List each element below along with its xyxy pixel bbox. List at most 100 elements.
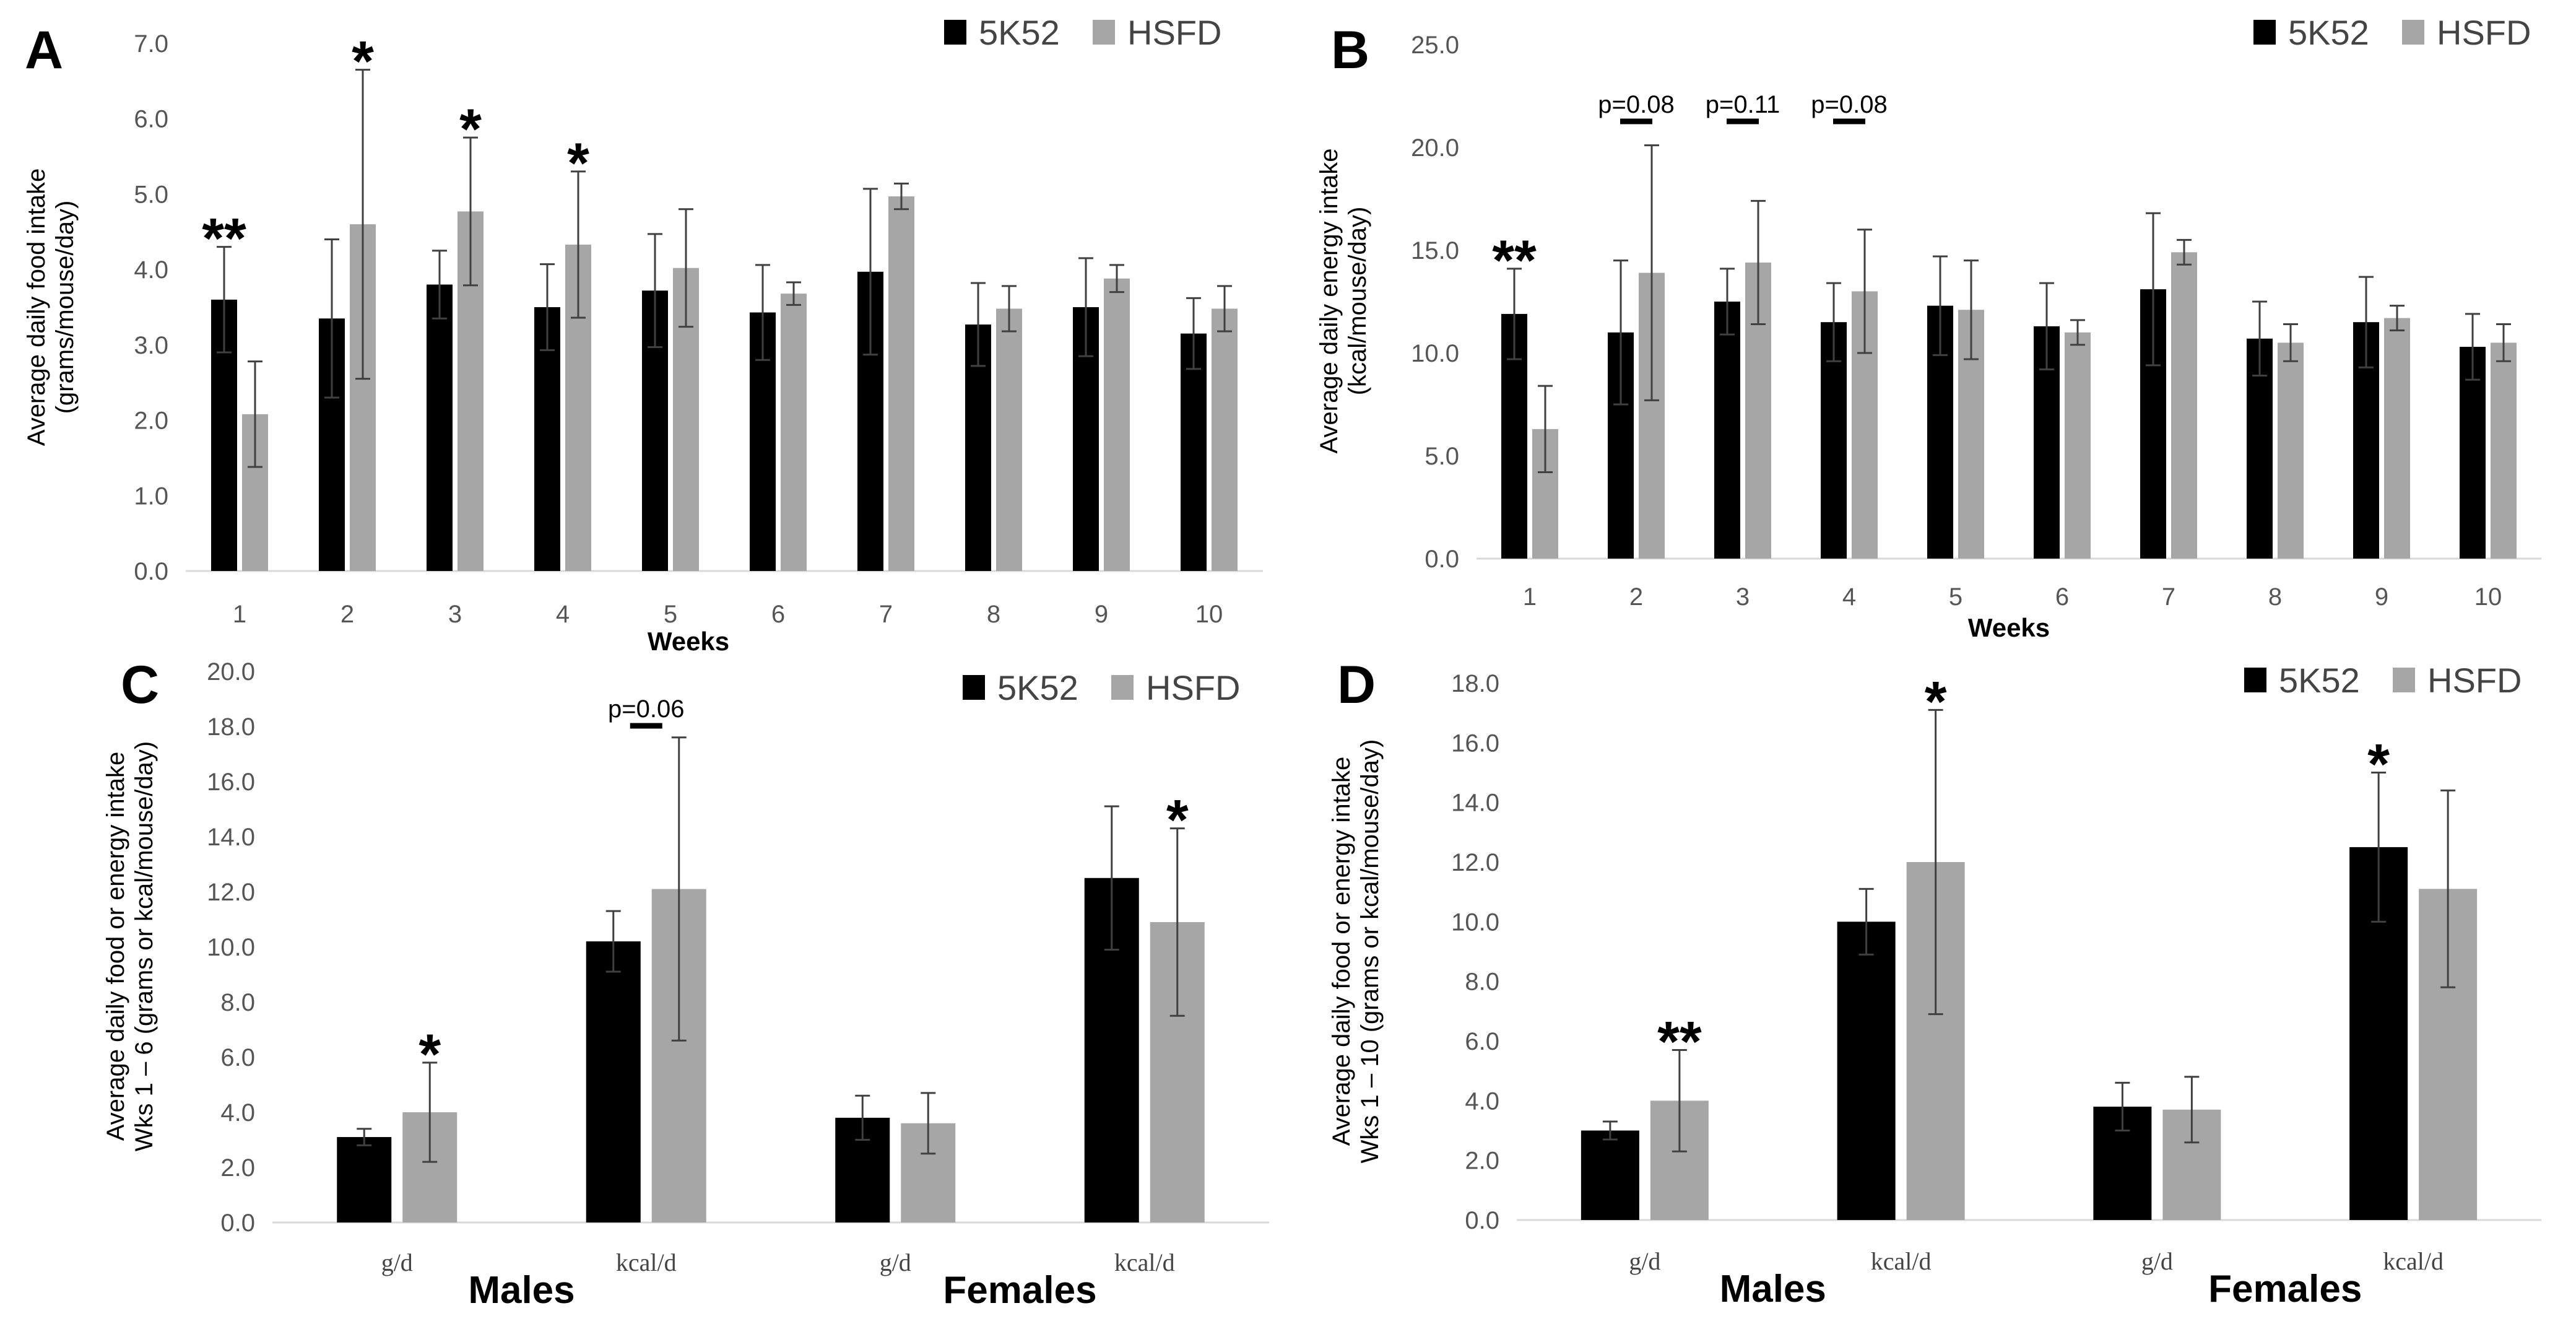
error-bar (2496, 323, 2511, 362)
bar-hsfd (1104, 278, 1130, 571)
error-bar (2070, 319, 2085, 346)
error-bar (1169, 827, 1185, 1017)
y-tick-label: 14.0 (1451, 790, 1499, 817)
legend: 5K52 HSFD (2253, 13, 2531, 52)
group-label: Females (943, 1269, 1096, 1312)
bar-5k52 (337, 1137, 392, 1222)
x-tick-label: 6 (771, 601, 785, 628)
y-tick-label: 25.0 (1411, 32, 1459, 59)
bar-hsfd (2171, 252, 2197, 559)
significance-star: ** (1492, 229, 1537, 292)
x-tick-label: 9 (1095, 601, 1108, 628)
bar-hsfd (996, 308, 1022, 571)
y-axis-label: Average daily food or energy intakeWks 1… (1328, 739, 1384, 1164)
y-axis-label: Average daily energy intake(kcal/mouse/d… (1316, 149, 1371, 454)
x-tick-label: g/d (2141, 1247, 2173, 1275)
error-bar (855, 1094, 870, 1141)
error-bar (357, 1128, 372, 1146)
panel-letter: C (121, 655, 159, 715)
significance-star: * (1925, 670, 1947, 733)
error-bar (422, 1061, 438, 1163)
panel-letter: B (1331, 20, 1369, 80)
panel-letter: A (25, 20, 63, 80)
error-bar (1644, 144, 1659, 401)
y-axis-label-line: Average daily food or energy intake (1328, 757, 1355, 1146)
legend-swatch-5k52 (2244, 668, 2266, 692)
error-bar (1857, 229, 1872, 354)
error-bar (2039, 282, 2054, 371)
error-bar (355, 69, 370, 380)
legend-swatch-5k52 (944, 20, 966, 45)
y-tick-label: 20.0 (207, 658, 255, 686)
group-label: Males (1720, 1268, 1826, 1310)
x-tick-label: 8 (2268, 583, 2282, 611)
bar-5k52 (1837, 922, 1896, 1220)
error-bar (1078, 257, 1093, 357)
error-bar (1109, 264, 1124, 294)
y-tick-label: 18.0 (1451, 670, 1499, 697)
y-tick-label: 12.0 (1451, 849, 1499, 876)
y-axis-label-line: (grams/mouse/day) (51, 201, 79, 414)
legend-label: 5K52 (2288, 13, 2369, 52)
legend-swatch-hsfd (2393, 668, 2415, 692)
error-bar (1826, 282, 1841, 362)
x-tick-label: kcal/d (2383, 1247, 2444, 1275)
x-tick-label: 10 (1195, 601, 1223, 628)
error-bar (605, 910, 621, 973)
y-tick-label: 10.0 (207, 934, 255, 961)
x-tick-label: 4 (556, 601, 570, 628)
y-axis-label: Average daily food intake(grams/mouse/da… (23, 168, 79, 446)
error-bar (1002, 285, 1017, 333)
x-tick-label: kcal/d (616, 1248, 677, 1276)
p-value-label: p=0.06 (608, 695, 684, 723)
error-bar (540, 263, 555, 351)
legend-swatch-hsfd (1093, 20, 1115, 45)
error-bar (1933, 255, 1948, 356)
legend: 5K52 HSFD (963, 668, 1240, 707)
y-tick-label: 2.0 (134, 407, 168, 435)
y-axis-label-line: Wks 1 – 10 (grams or kcal/mouse/day) (1356, 739, 1384, 1164)
error-bar (571, 170, 586, 319)
y-tick-label: 18.0 (207, 713, 255, 741)
error-bar (2252, 300, 2267, 377)
legend-swatch-5k52 (2253, 20, 2276, 45)
x-tick-label: g/d (880, 1248, 911, 1276)
bar-5k52 (1714, 302, 1740, 559)
legend-label: 5K52 (2279, 661, 2360, 700)
bar-5k52 (2460, 347, 2486, 559)
significance-star: * (2367, 733, 2390, 796)
legend-label: 5K52 (979, 13, 1060, 52)
error-bar (2440, 789, 2456, 988)
error-bar (894, 182, 909, 211)
error-bar (971, 282, 986, 367)
error-bar (463, 136, 478, 287)
x-tick-label: 1 (233, 601, 246, 628)
error-bar (2390, 305, 2405, 331)
x-tick-label: 3 (1736, 583, 1750, 611)
error-bar (679, 208, 693, 328)
error-bar (1217, 285, 1232, 333)
x-tick-label: 5 (664, 601, 677, 628)
error-bar (1928, 708, 1943, 1016)
y-tick-label: 3.0 (134, 332, 168, 359)
error-bar (1751, 199, 1766, 326)
significance-star: * (567, 132, 589, 195)
significance-star: * (459, 98, 482, 161)
panel-d: D 0.0 2.0 4.0 6.0 8.0 10.0 12.0 14.0 16.0 18.0 Aver… (1328, 655, 2541, 1310)
bar-hsfd (2491, 342, 2517, 559)
x-tick-label: 2 (340, 601, 354, 628)
y-tick-label: 5.0 (134, 181, 168, 208)
y-tick-label: 4.0 (220, 1099, 255, 1126)
error-bar (2177, 238, 2192, 266)
legend-swatch-hsfd (1111, 675, 1134, 700)
error-bar (648, 233, 662, 349)
x-tick-label: 1 (1523, 583, 1537, 611)
bar-hsfd (2065, 332, 2091, 559)
legend-label: 5K52 (997, 668, 1078, 707)
error-bar (921, 1092, 936, 1155)
error-bar (1613, 259, 1628, 406)
y-tick-label: 7.0 (134, 30, 168, 58)
bar-hsfd (2278, 342, 2304, 559)
y-tick-label: 4.0 (1465, 1087, 1499, 1115)
x-tick-label: 2 (1629, 583, 1643, 611)
